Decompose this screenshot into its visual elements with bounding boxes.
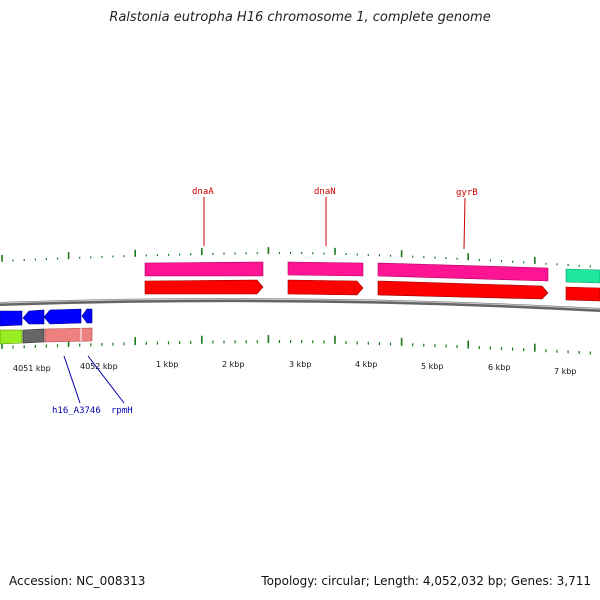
gene-labels-bottom: h16_A3746 rpmH — [52, 355, 133, 416]
reverse-gene-row — [0, 308, 93, 327]
gene-arrow-reverse-1[interactable] — [0, 310, 23, 327]
scale-label-4051-kbp: 4051 kbp — [13, 364, 51, 373]
feature-gray-1[interactable] — [22, 328, 45, 344]
scale-label-1-kbp: 1 kbp — [156, 360, 178, 369]
scale-label-2-kbp: 2 kbp — [222, 360, 244, 369]
feature-row-pink — [144, 261, 600, 284]
feature-pink-2[interactable] — [287, 261, 364, 277]
gene-arrow-dnaA[interactable] — [144, 279, 264, 295]
genome-summary-text: Topology: circular; Length: 4,052,032 bp… — [261, 574, 591, 588]
feature-row-lower — [0, 327, 93, 345]
chromosome-backbone-highlight — [0, 298, 600, 310]
gene-label-dnaA[interactable]: dnaA — [192, 187, 214, 197]
gene-arrow-gyrB[interactable] — [377, 280, 549, 300]
gene-arrow-next[interactable] — [565, 286, 600, 302]
outer-tick-ring — [1, 247, 591, 268]
chromosome-backbone — [0, 298, 600, 312]
gene-label-rpmH[interactable]: rpmH — [111, 406, 133, 416]
map-title: Ralstonia eutropha H16 chromosome 1, com… — [109, 10, 491, 25]
scale-label-4-kbp: 4 kbp — [355, 360, 377, 369]
scale-label-3-kbp: 3 kbp — [289, 360, 311, 369]
label-line-gyrB — [463, 197, 466, 250]
label-line-rpmH — [87, 355, 125, 404]
scale-label-4052-kbp: 4052 kbp — [80, 362, 118, 371]
feature-teal-1[interactable] — [565, 268, 600, 284]
inner-tick-ring — [1, 335, 591, 355]
gene-label-h16-A3746[interactable]: h16_A3746 — [52, 406, 101, 416]
gene-arrow-reverse-4[interactable] — [81, 308, 93, 324]
scale-label-6-kbp: 6 kbp — [488, 363, 510, 372]
feature-salmon-1[interactable] — [44, 327, 93, 343]
gene-arrow-h16-A3746[interactable] — [43, 308, 82, 325]
label-line-h16-A3746 — [63, 355, 81, 404]
forward-gene-row — [144, 279, 600, 302]
feature-pink-1[interactable] — [144, 261, 264, 277]
gene-labels-top: dnaA dnaN gyrB — [192, 187, 478, 250]
scale-label-5-kbp: 5 kbp — [421, 362, 443, 371]
gene-label-gyrB[interactable]: gyrB — [456, 188, 478, 198]
feature-green-1[interactable] — [0, 329, 23, 345]
feature-pink-3[interactable] — [377, 262, 549, 282]
gene-arrow-rpmH[interactable] — [22, 309, 45, 325]
scale-label-7-kbp: 7 kbp — [554, 367, 576, 376]
accession-text: Accession: NC_008313 — [9, 574, 146, 588]
gene-label-dnaN[interactable]: dnaN — [314, 187, 336, 197]
gene-arrow-dnaN[interactable] — [287, 279, 364, 296]
scale-labels: 4051 kbp 4052 kbp 1 kbp 2 kbp 3 kbp 4 kb… — [13, 360, 576, 376]
